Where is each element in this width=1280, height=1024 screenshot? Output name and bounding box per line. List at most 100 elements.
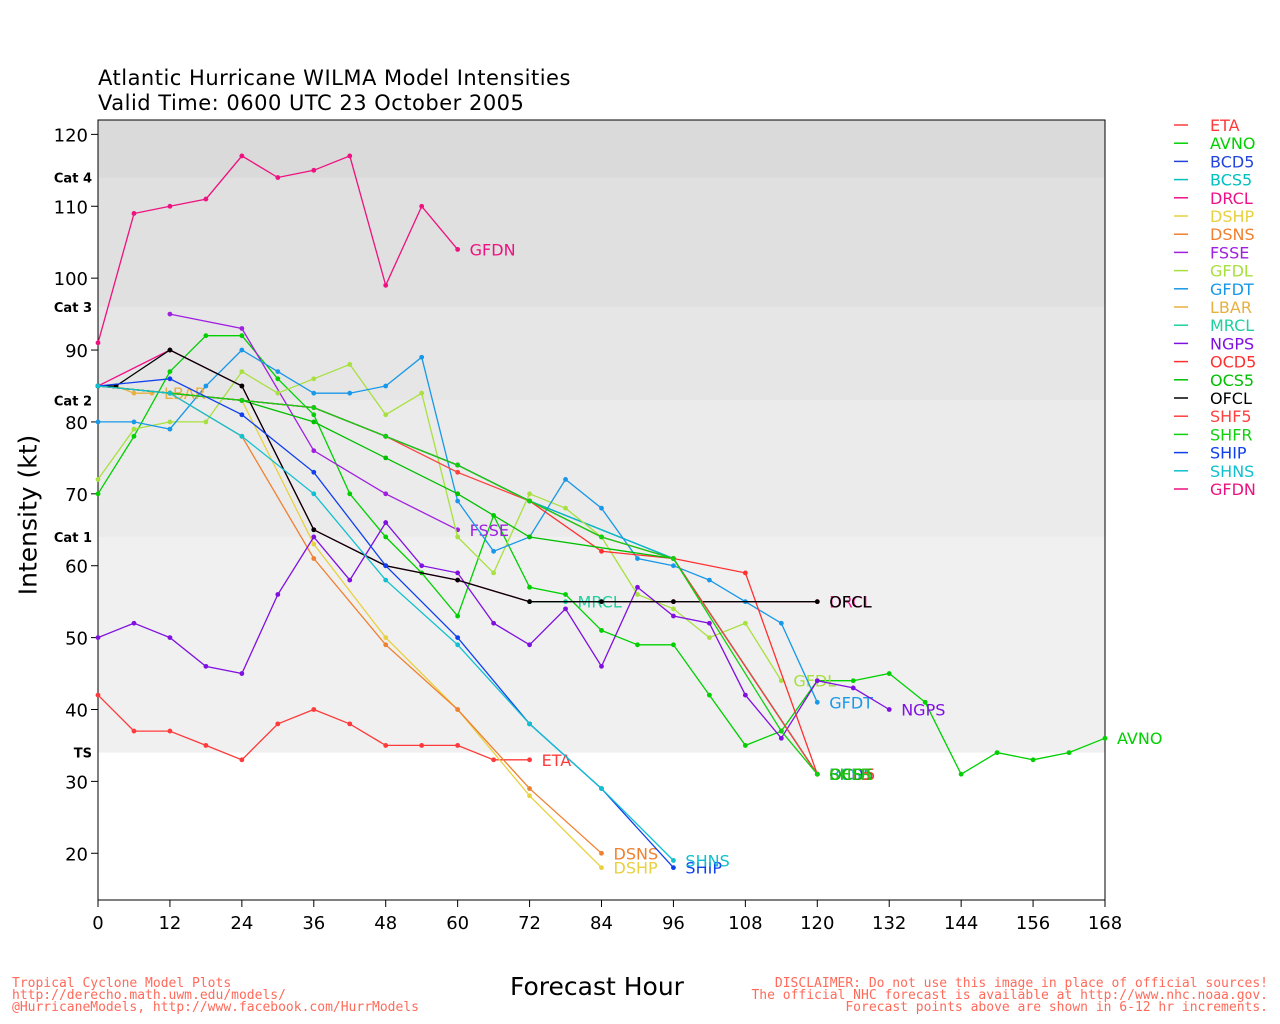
data-point-gfdl: [742, 620, 748, 626]
data-point-dshp: [527, 793, 532, 799]
series-end-label: SHFR: [829, 765, 872, 784]
series-end-label: GFDT: [829, 693, 873, 712]
data-point-ship: [311, 469, 317, 475]
footer-left-line: @HurricaneModels, http://www.facebook.co…: [12, 1000, 419, 1015]
data-point-gfdn: [95, 340, 101, 346]
data-point-gfdl: [563, 505, 568, 511]
data-point-ngps: [167, 635, 173, 641]
data-point-eta: [311, 707, 317, 712]
data-point-gfdn: [419, 203, 425, 209]
data-point-gfdl: [706, 635, 712, 641]
data-point-ocd5: [599, 548, 604, 554]
data-point-ngps: [599, 663, 604, 669]
data-point-avno: [131, 433, 137, 439]
data-point-gfdt: [203, 383, 209, 389]
series-end-label: GFDL: [793, 672, 836, 691]
data-point-gfdl: [131, 426, 137, 432]
data-point-gfdl: [239, 369, 245, 375]
data-point-shns: [671, 858, 676, 863]
data-point-ocs5: [455, 491, 461, 497]
data-point-eta: [455, 743, 461, 748]
category-band: [98, 536, 1105, 753]
series-end-label: DRCL: [829, 593, 872, 612]
data-point-gfdn: [311, 167, 317, 173]
series-end-label: BCS5: [829, 765, 871, 784]
data-point-ocs5: [527, 534, 532, 540]
data-point-avno: [203, 333, 209, 339]
data-point-shfr: [239, 397, 245, 403]
data-point-gfdl: [419, 390, 425, 396]
x-tick-label: 48: [374, 913, 397, 934]
data-point-gfdt: [671, 563, 676, 569]
data-point-shns: [239, 433, 245, 439]
footer-left-line: http://derecho.math.uwm.edu/models/: [12, 988, 286, 1003]
y-tick-label: 60: [65, 557, 88, 578]
legend-entry: GFDL: [1210, 262, 1253, 281]
data-point-avno: [850, 678, 856, 684]
legend-entry: FSSE: [1210, 243, 1249, 262]
footer-right-line: The official NHC forecast is available a…: [751, 988, 1268, 1003]
data-point-dshp: [383, 635, 389, 641]
series-end-label: NGPS: [901, 700, 945, 719]
legend-entry: ETA: [1210, 116, 1240, 135]
legend-entry: BCD5: [1210, 152, 1254, 171]
data-point-eta: [491, 757, 497, 763]
y-tick-label: 90: [65, 341, 88, 362]
data-point-gfdl: [527, 491, 532, 497]
data-point-shfr: [599, 534, 604, 540]
category-label: Cat 1: [54, 531, 92, 546]
y-tick-label: 20: [65, 844, 88, 865]
category-band: [98, 120, 1105, 178]
data-point-ngps: [491, 620, 497, 626]
data-point-ngps: [850, 685, 856, 691]
y-tick-label: 40: [65, 700, 88, 721]
data-point-gfdt: [814, 699, 820, 705]
x-tick-label: 144: [944, 913, 978, 934]
y-tick-label: 70: [65, 485, 88, 506]
data-point-avno: [455, 613, 461, 619]
data-point-ship: [383, 563, 389, 569]
data-point-fsse: [311, 448, 317, 454]
data-point-gfdt: [706, 577, 712, 583]
series-end-label: GFDN: [470, 240, 516, 259]
data-point-shns: [383, 577, 389, 583]
data-point-gfdt: [599, 505, 604, 511]
y-axis-label: Intensity (kt): [13, 434, 43, 596]
data-point-gfdl: [383, 412, 389, 418]
data-point-gfdl: [455, 534, 461, 540]
data-point-ngps: [203, 663, 209, 669]
data-point-ngps: [95, 635, 101, 641]
series-end-label: DSNS: [614, 844, 659, 863]
data-point-lbar: [131, 390, 137, 396]
data-point-ofcl: [167, 347, 173, 353]
x-tick-label: 96: [662, 913, 685, 934]
data-point-ofcl: [527, 599, 532, 605]
series-end-label: SHNS: [685, 851, 729, 870]
data-point-ofcl: [814, 599, 820, 605]
legend-entry: NGPS: [1210, 334, 1254, 353]
data-point-avno: [922, 699, 928, 705]
footer-disclaimer: DISCLAIMER: Do not use this image in pla…: [751, 977, 1268, 1014]
data-point-gfdn: [167, 203, 173, 209]
data-point-eta: [167, 728, 173, 734]
y-tick-label: 80: [65, 413, 88, 434]
data-point-ngps: [527, 642, 532, 648]
data-point-dshp: [311, 541, 317, 547]
data-point-avno: [167, 369, 173, 375]
data-point-gfdl: [275, 390, 281, 396]
legend-entry: GFDN: [1210, 480, 1256, 499]
data-point-avno: [95, 491, 101, 497]
data-point-gfdl: [347, 362, 353, 367]
data-point-eta: [275, 721, 281, 727]
data-point-eta: [239, 757, 245, 763]
data-point-avno: [1030, 757, 1036, 763]
data-point-ngps: [671, 613, 676, 619]
data-point-dsns: [455, 707, 461, 712]
data-point-shfr: [778, 728, 784, 734]
data-point-ofcl: [599, 599, 604, 605]
data-point-dsns: [599, 850, 604, 856]
data-point-shns: [599, 786, 604, 791]
category-band: [98, 400, 1105, 537]
data-point-ship: [239, 412, 245, 418]
